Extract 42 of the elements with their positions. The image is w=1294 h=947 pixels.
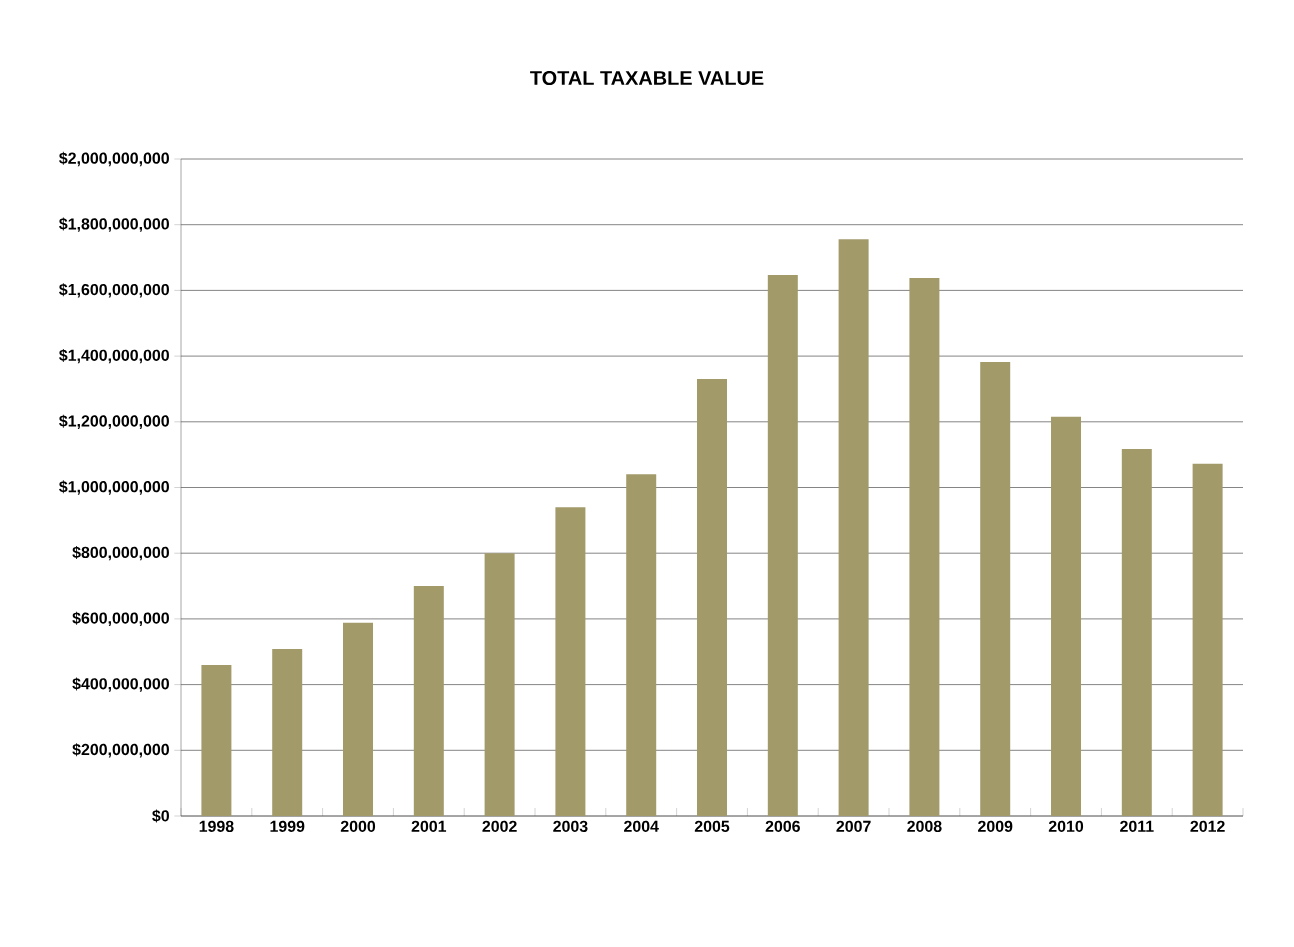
x-tick-label: 1998 [199,820,234,832]
x-tick-label: 2009 [978,820,1013,832]
y-tick-label: $200,000,000 [72,743,169,758]
x-tick-label: 2010 [1048,820,1084,832]
x-tick-label: 2008 [907,820,942,832]
bar [413,586,444,816]
chart-title: TOTAL TAXABLE VALUE [530,70,764,86]
x-tick-label: 1999 [270,820,305,832]
x-tick-label: 2003 [553,820,588,833]
y-tick-label: $600,000,000 [72,611,169,627]
y-tick-label: $400,000,000 [72,677,169,692]
bar [1121,449,1152,816]
y-tick-label: $0 [152,809,169,823]
bar [484,553,515,816]
x-tick-label: 2011 [1120,820,1154,832]
x-tick-label: 2002 [482,820,517,832]
bar [1051,416,1082,816]
x-tick-label: 2007 [836,820,871,832]
bar [838,239,869,816]
x-tick-label: 2005 [694,820,730,832]
x-tick-label: 2006 [765,820,800,832]
x-tick-label: 2001 [411,820,447,832]
y-tick-label: $1,800,000,000 [59,217,169,232]
x-tick-label: 2000 [340,820,376,832]
y-tick-label: $1,400,000,000 [59,348,169,364]
bar [1192,463,1223,816]
bar [272,649,303,816]
bar [626,474,657,816]
y-tick-label: $1,000,000,000 [59,480,169,495]
bar [201,664,232,816]
y-tick-label: $2,000,000,000 [59,151,169,167]
bar [343,622,374,816]
bar [980,362,1011,816]
bar [909,277,940,816]
bar [555,507,586,816]
bar [767,274,798,816]
x-tick-label: 2012 [1190,820,1225,832]
x-tick-label: 2004 [624,820,659,832]
bar [697,379,728,816]
y-tick-label: $1,600,000,000 [59,283,169,298]
y-tick-label: $1,200,000,000 [59,414,169,429]
y-tick-label: $800,000,000 [72,546,169,561]
